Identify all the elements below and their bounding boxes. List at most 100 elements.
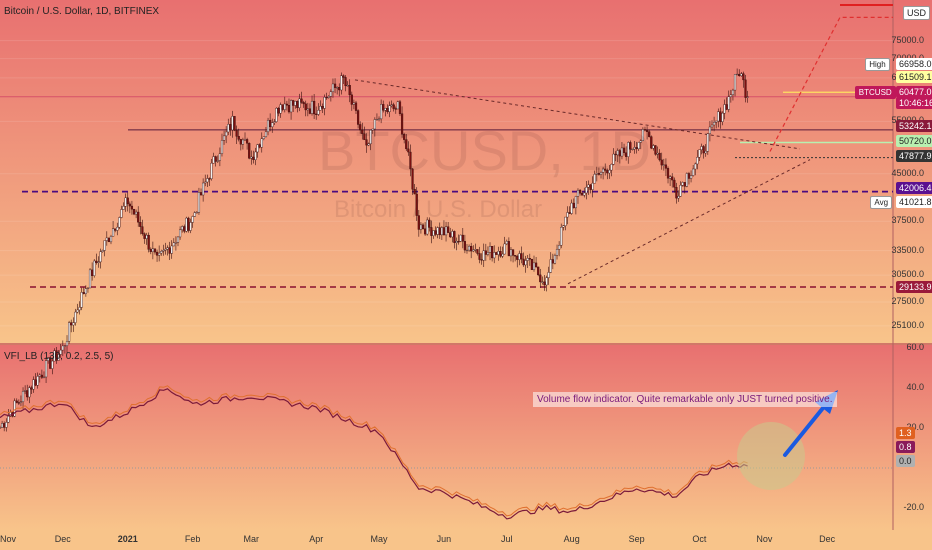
candle-body bbox=[578, 189, 582, 194]
candle-body bbox=[229, 124, 232, 131]
candle-body bbox=[214, 156, 217, 162]
candle-body bbox=[576, 189, 580, 197]
candle-body bbox=[271, 122, 274, 128]
grid bbox=[0, 40, 893, 327]
candle-body bbox=[59, 349, 62, 355]
candle-body bbox=[38, 374, 41, 377]
price-tick: 27500.0 bbox=[891, 296, 924, 307]
candle-body bbox=[541, 281, 544, 283]
candle-body bbox=[371, 128, 374, 131]
candle-body bbox=[206, 178, 209, 183]
candle-body bbox=[451, 231, 454, 238]
candle-body bbox=[325, 96, 328, 99]
candle-body bbox=[553, 255, 557, 264]
price-flag: High bbox=[865, 58, 890, 71]
candle-body bbox=[503, 243, 506, 255]
candle-body bbox=[95, 260, 98, 263]
candle-body bbox=[652, 145, 655, 149]
candle-body bbox=[568, 212, 571, 214]
candle-body bbox=[380, 104, 383, 120]
candle-body bbox=[93, 260, 96, 276]
candle-body bbox=[729, 94, 732, 97]
candle-body bbox=[419, 224, 423, 230]
candle-body bbox=[323, 96, 326, 109]
candle-body bbox=[495, 252, 498, 255]
candle-body bbox=[319, 106, 322, 111]
candle-body bbox=[36, 376, 39, 386]
candle-body bbox=[612, 153, 615, 165]
indicator-annotation: Volume flow indicator. Quite remarkable … bbox=[533, 392, 837, 407]
candle-body bbox=[107, 237, 110, 243]
candle-body bbox=[3, 423, 6, 428]
candle-body bbox=[645, 130, 649, 132]
candle-body bbox=[239, 139, 242, 145]
candle-body bbox=[128, 203, 131, 207]
candle-body bbox=[340, 75, 343, 91]
candle-body bbox=[597, 173, 601, 175]
candle-body bbox=[400, 113, 404, 135]
candle-body bbox=[430, 227, 433, 236]
up-arrow-shaft bbox=[783, 406, 825, 457]
candle-body bbox=[710, 124, 714, 128]
indicator-tag: 1.3 bbox=[896, 427, 915, 439]
candle-body bbox=[287, 105, 291, 113]
candle-body bbox=[694, 163, 697, 170]
candle-body bbox=[17, 402, 20, 404]
candle-body bbox=[15, 400, 18, 403]
time-tick: Nov bbox=[0, 534, 17, 544]
candle-body bbox=[620, 147, 624, 157]
candle-body bbox=[449, 232, 452, 238]
candle-body bbox=[476, 249, 479, 254]
candle-body bbox=[474, 249, 477, 251]
candle-body bbox=[352, 102, 356, 105]
candle-body bbox=[34, 379, 37, 386]
candle-body bbox=[484, 250, 487, 255]
price-tag: 53242.1 bbox=[896, 120, 932, 132]
candle-body bbox=[269, 120, 272, 128]
candle-body bbox=[382, 104, 385, 111]
candle-body bbox=[65, 341, 69, 346]
candle-body bbox=[442, 227, 446, 236]
candle-body bbox=[608, 169, 611, 174]
candle-body bbox=[101, 250, 104, 252]
candle-body bbox=[292, 100, 295, 106]
candle-body bbox=[413, 189, 416, 195]
candle-body bbox=[61, 345, 64, 351]
candle-body bbox=[0, 423, 4, 428]
candle-body bbox=[501, 253, 504, 257]
candle-body bbox=[491, 246, 494, 259]
candle-body bbox=[118, 217, 121, 228]
price-tag: 10:46:16 bbox=[896, 97, 932, 109]
highlight-circle bbox=[737, 422, 805, 490]
candle-body bbox=[549, 259, 552, 273]
candle-body bbox=[384, 108, 387, 111]
candle-body bbox=[181, 226, 184, 231]
name-watermark: Bitcoin / U.S. Dollar bbox=[334, 196, 543, 223]
currency-button[interactable]: USD bbox=[903, 6, 931, 20]
candle-body bbox=[254, 151, 257, 160]
candle-body bbox=[641, 129, 644, 142]
candle-body bbox=[723, 104, 726, 114]
candle-body bbox=[342, 75, 345, 78]
candle-body bbox=[373, 119, 376, 130]
candle-body bbox=[300, 98, 303, 103]
candle-body bbox=[304, 103, 307, 111]
candle-body bbox=[130, 205, 134, 210]
candle-body bbox=[321, 106, 324, 109]
candle-body bbox=[264, 131, 268, 137]
candle-body bbox=[57, 354, 60, 361]
candle-body bbox=[648, 131, 651, 137]
candle-body bbox=[585, 187, 588, 194]
candle-body bbox=[698, 149, 701, 158]
price-tag: 47877.9 bbox=[896, 150, 932, 162]
candle-body bbox=[712, 122, 716, 126]
candle-body bbox=[114, 228, 117, 231]
candle-body bbox=[390, 104, 393, 106]
candle-body bbox=[664, 164, 668, 169]
candle-body bbox=[262, 136, 265, 139]
candle-body bbox=[185, 217, 188, 232]
candle-body bbox=[472, 249, 475, 252]
candle-body bbox=[5, 422, 8, 428]
candle-body bbox=[522, 258, 525, 266]
